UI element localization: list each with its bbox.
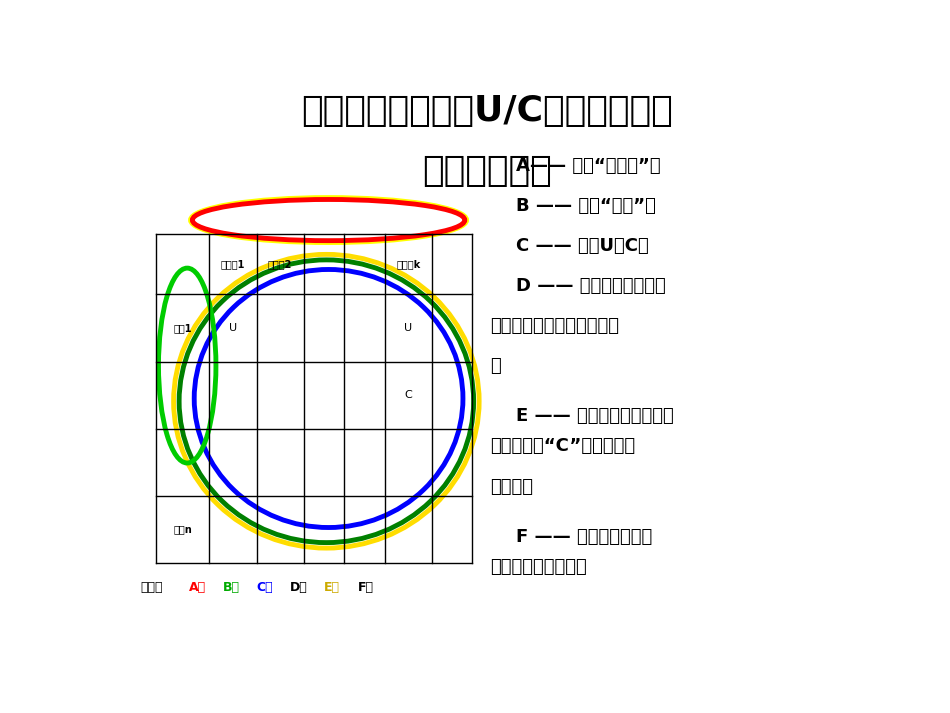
Text: A—— 填入“数据类”；: A—— 填入“数据类”； [490, 157, 660, 175]
Text: 下图标注出了使用U/C矩阵进行子系: 下图标注出了使用U/C矩阵进行子系 [301, 94, 673, 128]
Text: 生的先后顺序，重排各个功: 生的先后顺序，重排各个功 [490, 317, 619, 335]
Text: D、: D、 [291, 581, 308, 595]
Text: C —— 标以U或C；: C —— 标以U或C； [490, 237, 648, 255]
Text: B —— 填入“功能”；: B —— 填入“功能”； [490, 197, 655, 215]
Text: 步骤：: 步骤： [141, 581, 163, 595]
Text: B、: B、 [222, 581, 239, 595]
Text: 示），结果不唯一。: 示），结果不唯一。 [490, 558, 587, 575]
Text: 数据类k: 数据类k [396, 259, 420, 269]
Text: F —— 分组（如下图所: F —— 分组（如下图所 [490, 528, 652, 545]
Text: 数据类1: 数据类1 [220, 259, 245, 269]
Text: C、: C、 [256, 581, 273, 595]
Text: 数据类2: 数据类2 [268, 259, 293, 269]
Text: A、: A、 [189, 581, 206, 595]
Text: 能: 能 [490, 357, 502, 375]
Text: F、: F、 [358, 581, 374, 595]
Text: D —— 按逻辑关系以及发: D —— 按逻辑关系以及发 [490, 277, 665, 295]
Text: 使得所有的“C”尽可能靠近: 使得所有的“C”尽可能靠近 [490, 438, 636, 456]
Text: 功能n: 功能n [173, 525, 192, 535]
Text: E、: E、 [324, 581, 340, 595]
Text: E —— 重排数据类，原则：: E —— 重排数据类，原则： [490, 407, 674, 425]
Text: C: C [405, 390, 412, 400]
Text: U: U [404, 323, 412, 333]
Text: 统划分的步骤: 统划分的步骤 [422, 154, 552, 188]
Text: 对角线；: 对角线； [490, 478, 534, 496]
Text: U: U [229, 323, 238, 333]
Text: 功能1: 功能1 [173, 323, 192, 333]
